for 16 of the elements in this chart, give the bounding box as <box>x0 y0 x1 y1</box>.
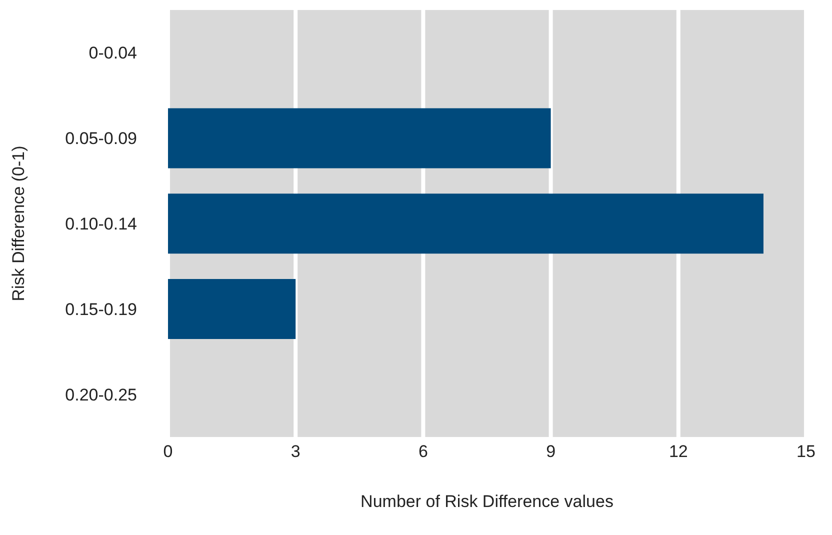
y-axis-title: Risk Difference (0-1) <box>9 146 28 302</box>
y-tick-label: 0.20-0.25 <box>65 385 137 404</box>
x-tick-label: 9 <box>546 442 556 462</box>
bar <box>168 194 764 254</box>
bar <box>168 108 551 168</box>
y-tick-label: 0.15-0.19 <box>65 300 137 319</box>
x-tick-label: 15 <box>796 442 816 462</box>
bar <box>168 279 296 340</box>
y-tick-label: 0.10-0.14 <box>65 214 137 234</box>
x-tick-label: 6 <box>418 442 428 462</box>
x-axis-title: Number of Risk Difference values <box>360 492 614 511</box>
y-tick-label: 0.05-0.09 <box>65 129 137 148</box>
x-tick-label: 0 <box>163 442 173 462</box>
y-tick-label: 0-0.04 <box>88 44 137 63</box>
x-tick-label: 12 <box>668 442 688 462</box>
x-tick-label: 3 <box>290 442 300 462</box>
